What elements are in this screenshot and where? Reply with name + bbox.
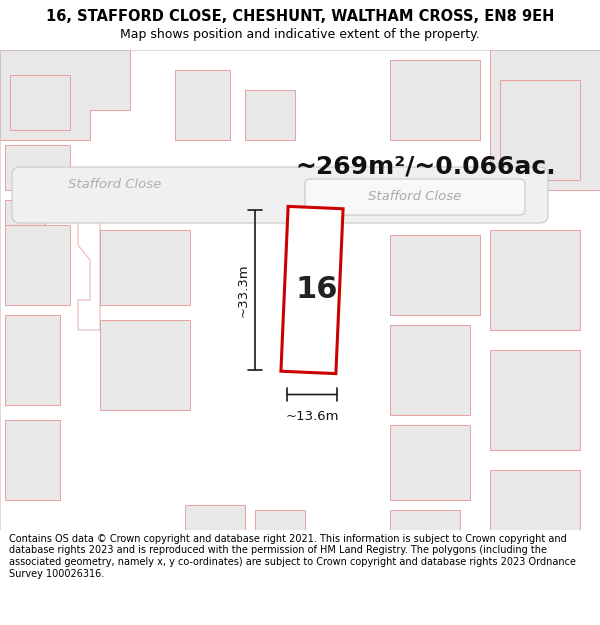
Bar [390, 510, 460, 530]
Bar [390, 425, 470, 500]
Bar [390, 325, 470, 415]
Text: ~269m²/~0.066ac.: ~269m²/~0.066ac. [295, 155, 556, 179]
Polygon shape [78, 220, 100, 330]
Polygon shape [0, 50, 130, 140]
Bar [100, 320, 190, 410]
Text: Map shows position and indicative extent of the property.: Map shows position and indicative extent… [120, 28, 480, 41]
Bar [5, 200, 45, 235]
Bar [5, 145, 70, 190]
Text: ~13.6m: ~13.6m [285, 409, 339, 422]
Bar [5, 225, 70, 305]
Bar [490, 350, 580, 450]
Bar [560, 60, 600, 120]
Bar [390, 60, 480, 140]
Text: Contains OS data © Crown copyright and database right 2021. This information is : Contains OS data © Crown copyright and d… [9, 534, 576, 579]
Text: 16, STAFFORD CLOSE, CHESHUNT, WALTHAM CROSS, EN8 9EH: 16, STAFFORD CLOSE, CHESHUNT, WALTHAM CR… [46, 9, 554, 24]
Text: Stafford Close: Stafford Close [368, 191, 461, 204]
Bar [245, 90, 295, 140]
Bar [185, 505, 245, 530]
Text: ~33.3m: ~33.3m [236, 263, 250, 317]
Bar [390, 235, 480, 315]
Bar [10, 75, 70, 130]
Bar [255, 510, 305, 530]
Bar [490, 230, 580, 330]
Text: 16: 16 [296, 276, 338, 304]
Text: Stafford Close: Stafford Close [68, 177, 161, 191]
Bar [175, 70, 230, 140]
FancyBboxPatch shape [305, 179, 525, 215]
Bar [500, 80, 580, 180]
Bar [281, 206, 343, 374]
Bar [490, 470, 580, 530]
FancyBboxPatch shape [12, 167, 548, 223]
Polygon shape [490, 50, 600, 190]
Bar [495, 60, 560, 110]
Bar [5, 420, 60, 500]
Bar [5, 315, 60, 405]
Bar [100, 230, 190, 305]
